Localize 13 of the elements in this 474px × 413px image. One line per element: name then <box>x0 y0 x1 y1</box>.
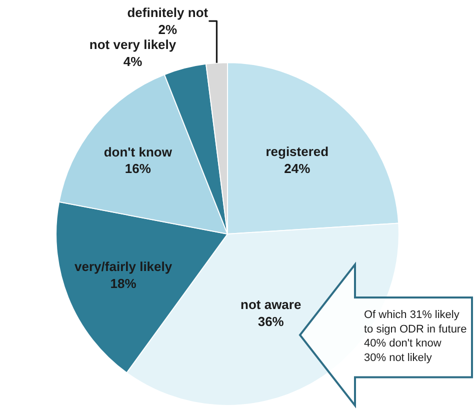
data-label: 36% <box>258 314 284 329</box>
data-label: 2% <box>158 22 178 38</box>
slice-label: very/fairly likely <box>74 259 173 274</box>
slice-label: not very likely <box>89 37 177 52</box>
slice-label: not aware <box>240 296 302 312</box>
data-label: 24% <box>284 160 311 176</box>
data-label: 4% <box>123 54 143 69</box>
slice-label: definitely not <box>127 5 209 20</box>
text: Of which 31% likely to sign ODR in future 40% don't know 30% not likely <box>364 309 467 364</box>
data-label: 16% <box>124 161 152 176</box>
data-label: 18% <box>110 276 137 292</box>
slice-label: don't know <box>104 144 173 160</box>
slice-label: registered <box>266 144 329 159</box>
